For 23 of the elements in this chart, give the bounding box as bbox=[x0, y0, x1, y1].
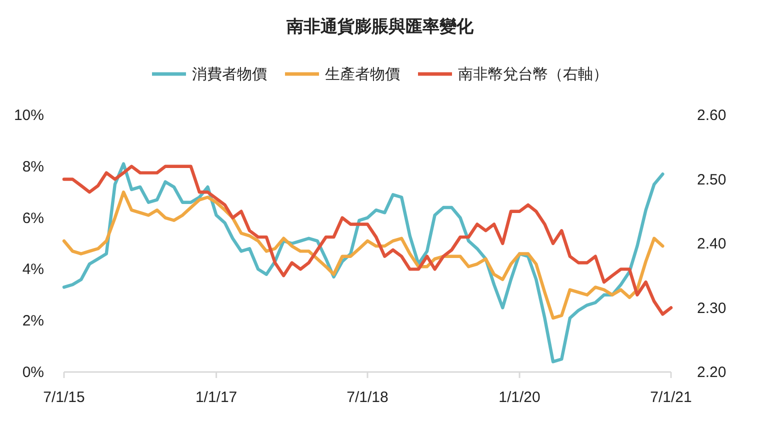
x-tick-label: 7/1/15 bbox=[43, 389, 85, 406]
y2-tick-label: 2.30 bbox=[697, 300, 726, 317]
y2-tick-label: 2.40 bbox=[697, 236, 726, 252]
y2-tick-label: 2.50 bbox=[697, 171, 726, 188]
y-tick-label: 10% bbox=[14, 107, 44, 124]
y-tick-label: 8% bbox=[22, 158, 44, 176]
y-tick-label: 4% bbox=[22, 261, 44, 278]
legend-label: 消費者物價 bbox=[192, 66, 267, 83]
line-series bbox=[62, 190, 664, 320]
line-series bbox=[62, 162, 664, 364]
y2-tick-label: 2.60 bbox=[697, 107, 726, 124]
line-series bbox=[62, 164, 673, 316]
x-tick-label: 1/1/20 bbox=[498, 389, 540, 406]
x-tick-label: 7/1/18 bbox=[346, 389, 388, 406]
x-tick-label: 1/1/17 bbox=[195, 389, 238, 406]
y-tick-label: 0% bbox=[22, 364, 44, 381]
legend-label: 南非幣兌台幣（右軸） bbox=[458, 66, 608, 83]
y-tick-label: 6% bbox=[22, 210, 44, 227]
legend-label: 生產者物價 bbox=[325, 66, 400, 83]
y2-tick-label: 2.20 bbox=[697, 364, 726, 381]
y-tick-label: 2% bbox=[22, 312, 44, 330]
x-tick-label: 7/1/21 bbox=[650, 389, 692, 406]
chart-title: 南非通貨膨脹與匯率變化 bbox=[286, 17, 474, 36]
